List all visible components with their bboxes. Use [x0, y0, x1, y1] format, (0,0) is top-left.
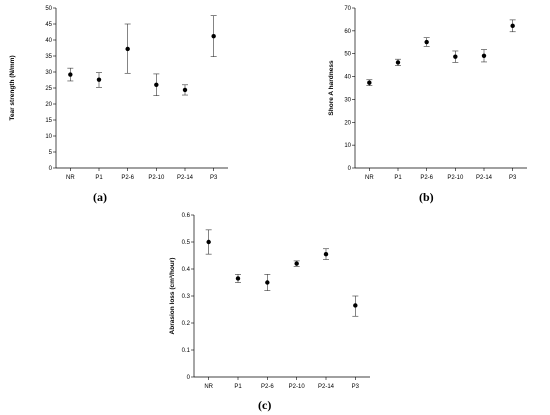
data-point: [154, 82, 159, 88]
x-tick-label: P1: [394, 175, 402, 181]
y-tick-label: 0: [49, 166, 53, 172]
y-tick-label: 0.6: [182, 213, 191, 219]
y-tick-label: 40: [45, 38, 52, 44]
data-point: [481, 53, 487, 58]
y-tick-label: 0.4: [182, 267, 191, 273]
y-axis-title: Tear strength (N/mm): [9, 55, 16, 120]
data-point: [294, 261, 299, 266]
y-tick-label: 0.2: [182, 321, 191, 327]
data-point: [96, 77, 102, 82]
data-point: [453, 54, 458, 59]
y-tick-label: 25: [45, 86, 52, 92]
y-tick-label: 20: [45, 102, 52, 108]
y-tick-label: 10: [344, 143, 351, 149]
chart-tear-strength: 0 5 10 15 20 25 30 35 40 45 50 NR P1 P2-6 P2-10 P2-14 P3…: [9, 6, 228, 181]
y-tick-label: 20: [344, 120, 351, 126]
data-point: [353, 303, 358, 308]
x-tick-label: P2-14: [177, 175, 194, 181]
y-tick-label: 35: [45, 54, 52, 60]
panel-label-b: (b): [419, 190, 434, 204]
x-tick-label: NR: [66, 175, 75, 181]
chart-abrasion-loss: 0 0.1 0.2 0.3 0.4 0.5 0.6 NR P1 P2-6 P2-10 P2-14 P3 A…: [169, 213, 370, 390]
x-tick-label: P2-10: [447, 175, 464, 181]
data-point: [424, 39, 429, 45]
data-point: [323, 251, 329, 257]
x-tick-label: P2-10: [289, 384, 306, 390]
x-tick-label: P2-14: [476, 175, 493, 181]
y-tick-label: 0: [187, 375, 191, 381]
x-tick-label: P3: [352, 384, 360, 390]
x-tick-label: P2-6: [420, 175, 433, 181]
data-point: [510, 23, 515, 29]
data-point: [68, 72, 73, 77]
y-tick-label: 0.1: [182, 348, 191, 354]
y-tick-label: 50: [344, 52, 351, 58]
y-tick-label: 10: [45, 134, 52, 140]
x-tick-label: P2-14: [318, 384, 335, 390]
y-tick-label: 60: [344, 29, 351, 35]
y-tick-label: 30: [45, 70, 52, 76]
x-tick-label: P3: [509, 175, 517, 181]
x-tick-label: P2-10: [148, 175, 165, 181]
data-point: [182, 87, 188, 93]
x-tick-label: P3: [210, 175, 218, 181]
y-tick-label: 70: [344, 6, 351, 12]
y-tick-label: 50: [45, 6, 52, 12]
y-axis-title: Abrasion loss (cm³/hour): [169, 258, 176, 335]
data-point: [265, 280, 270, 285]
y-tick-label: 40: [344, 75, 351, 81]
panel-label-a: (a): [93, 190, 107, 204]
x-tick-label: P2-6: [121, 175, 134, 181]
y-tick-label: 30: [344, 97, 351, 103]
y-tick-label: 0: [348, 166, 352, 172]
x-tick-label: P1: [234, 384, 242, 390]
x-tick-label: NR: [365, 175, 374, 181]
data-point: [235, 276, 241, 281]
x-tick-label: NR: [204, 384, 213, 390]
chart-shore-a-hardness: 0 10 20 30 40 50 60 70 NR P1 P2-6 P2-10 P2-14 P3 Shore…: [328, 6, 527, 181]
data-point: [125, 46, 130, 52]
y-tick-label: 15: [45, 118, 52, 124]
data-point: [211, 33, 216, 39]
panel-label-c: (c): [258, 398, 272, 412]
y-tick-label: 0.5: [182, 240, 191, 246]
data-point: [395, 60, 401, 65]
y-axis-title: Shore A hardness: [328, 60, 335, 116]
data-point: [206, 239, 211, 245]
x-tick-label: P2-6: [261, 384, 274, 390]
y-tick-label: 0.3: [182, 294, 191, 300]
y-tick-label: 5: [49, 150, 53, 156]
x-tick-label: P1: [95, 175, 103, 181]
data-point: [367, 80, 372, 85]
y-tick-label: 45: [45, 22, 52, 28]
